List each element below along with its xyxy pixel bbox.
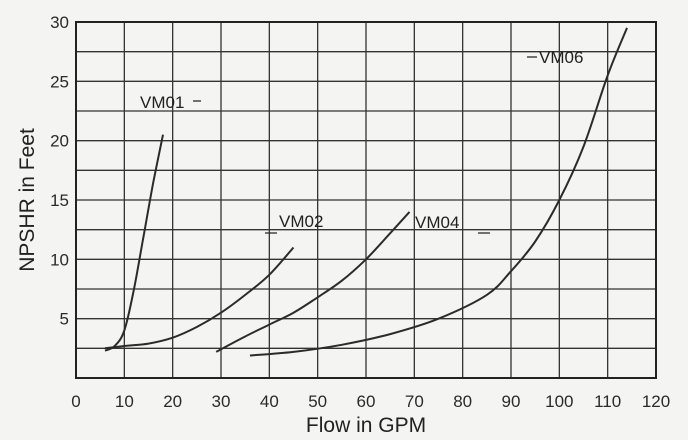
series-label-vm04: VM04 (415, 213, 459, 232)
x-tick-label: 100 (545, 392, 573, 411)
curve-vm04 (215, 211, 411, 353)
y-tick-label: 20 (50, 132, 69, 151)
grid (76, 22, 656, 378)
plot-frame (75, 21, 657, 379)
x-tick-label: 90 (502, 392, 521, 411)
tick-labels: 0 10 20 30 40 50 60 70 80 90 100 110 120 5 10 15 20 25 30 (50, 13, 670, 411)
x-tick-label: 50 (308, 392, 327, 411)
x-tick-label: 30 (212, 392, 231, 411)
curve-vm02 (104, 246, 295, 350)
series-label-vm02: VM02 (279, 212, 323, 231)
y-tick-label: 30 (50, 13, 69, 32)
series-curves (104, 27, 628, 357)
series-labels: VM01 VM02 VM04 VM06 (140, 48, 583, 234)
x-tick-label: 120 (642, 392, 670, 411)
curve-vm06 (249, 27, 628, 357)
x-tick-label: 20 (163, 392, 182, 411)
y-tick-label: 25 (50, 72, 69, 91)
x-axis-title: Flow in GPM (306, 414, 426, 437)
x-tick-label: 60 (357, 392, 376, 411)
x-tick-label: 10 (115, 392, 134, 411)
curve-vm01 (104, 134, 164, 352)
x-tick-label: 0 (71, 392, 80, 411)
x-tick-label: 80 (453, 392, 472, 411)
y-tick-label: 5 (60, 310, 69, 329)
y-tick-label: 15 (50, 191, 69, 210)
series-label-vm01: VM01 (140, 93, 184, 112)
series-label-vm06: VM06 (539, 48, 583, 67)
x-tick-label: 70 (405, 392, 424, 411)
y-axis-title: NPSHR in Feet (16, 128, 39, 272)
y-tick-label: 10 (50, 250, 69, 269)
x-tick-label: 40 (260, 392, 279, 411)
x-tick-label: 110 (594, 392, 621, 411)
